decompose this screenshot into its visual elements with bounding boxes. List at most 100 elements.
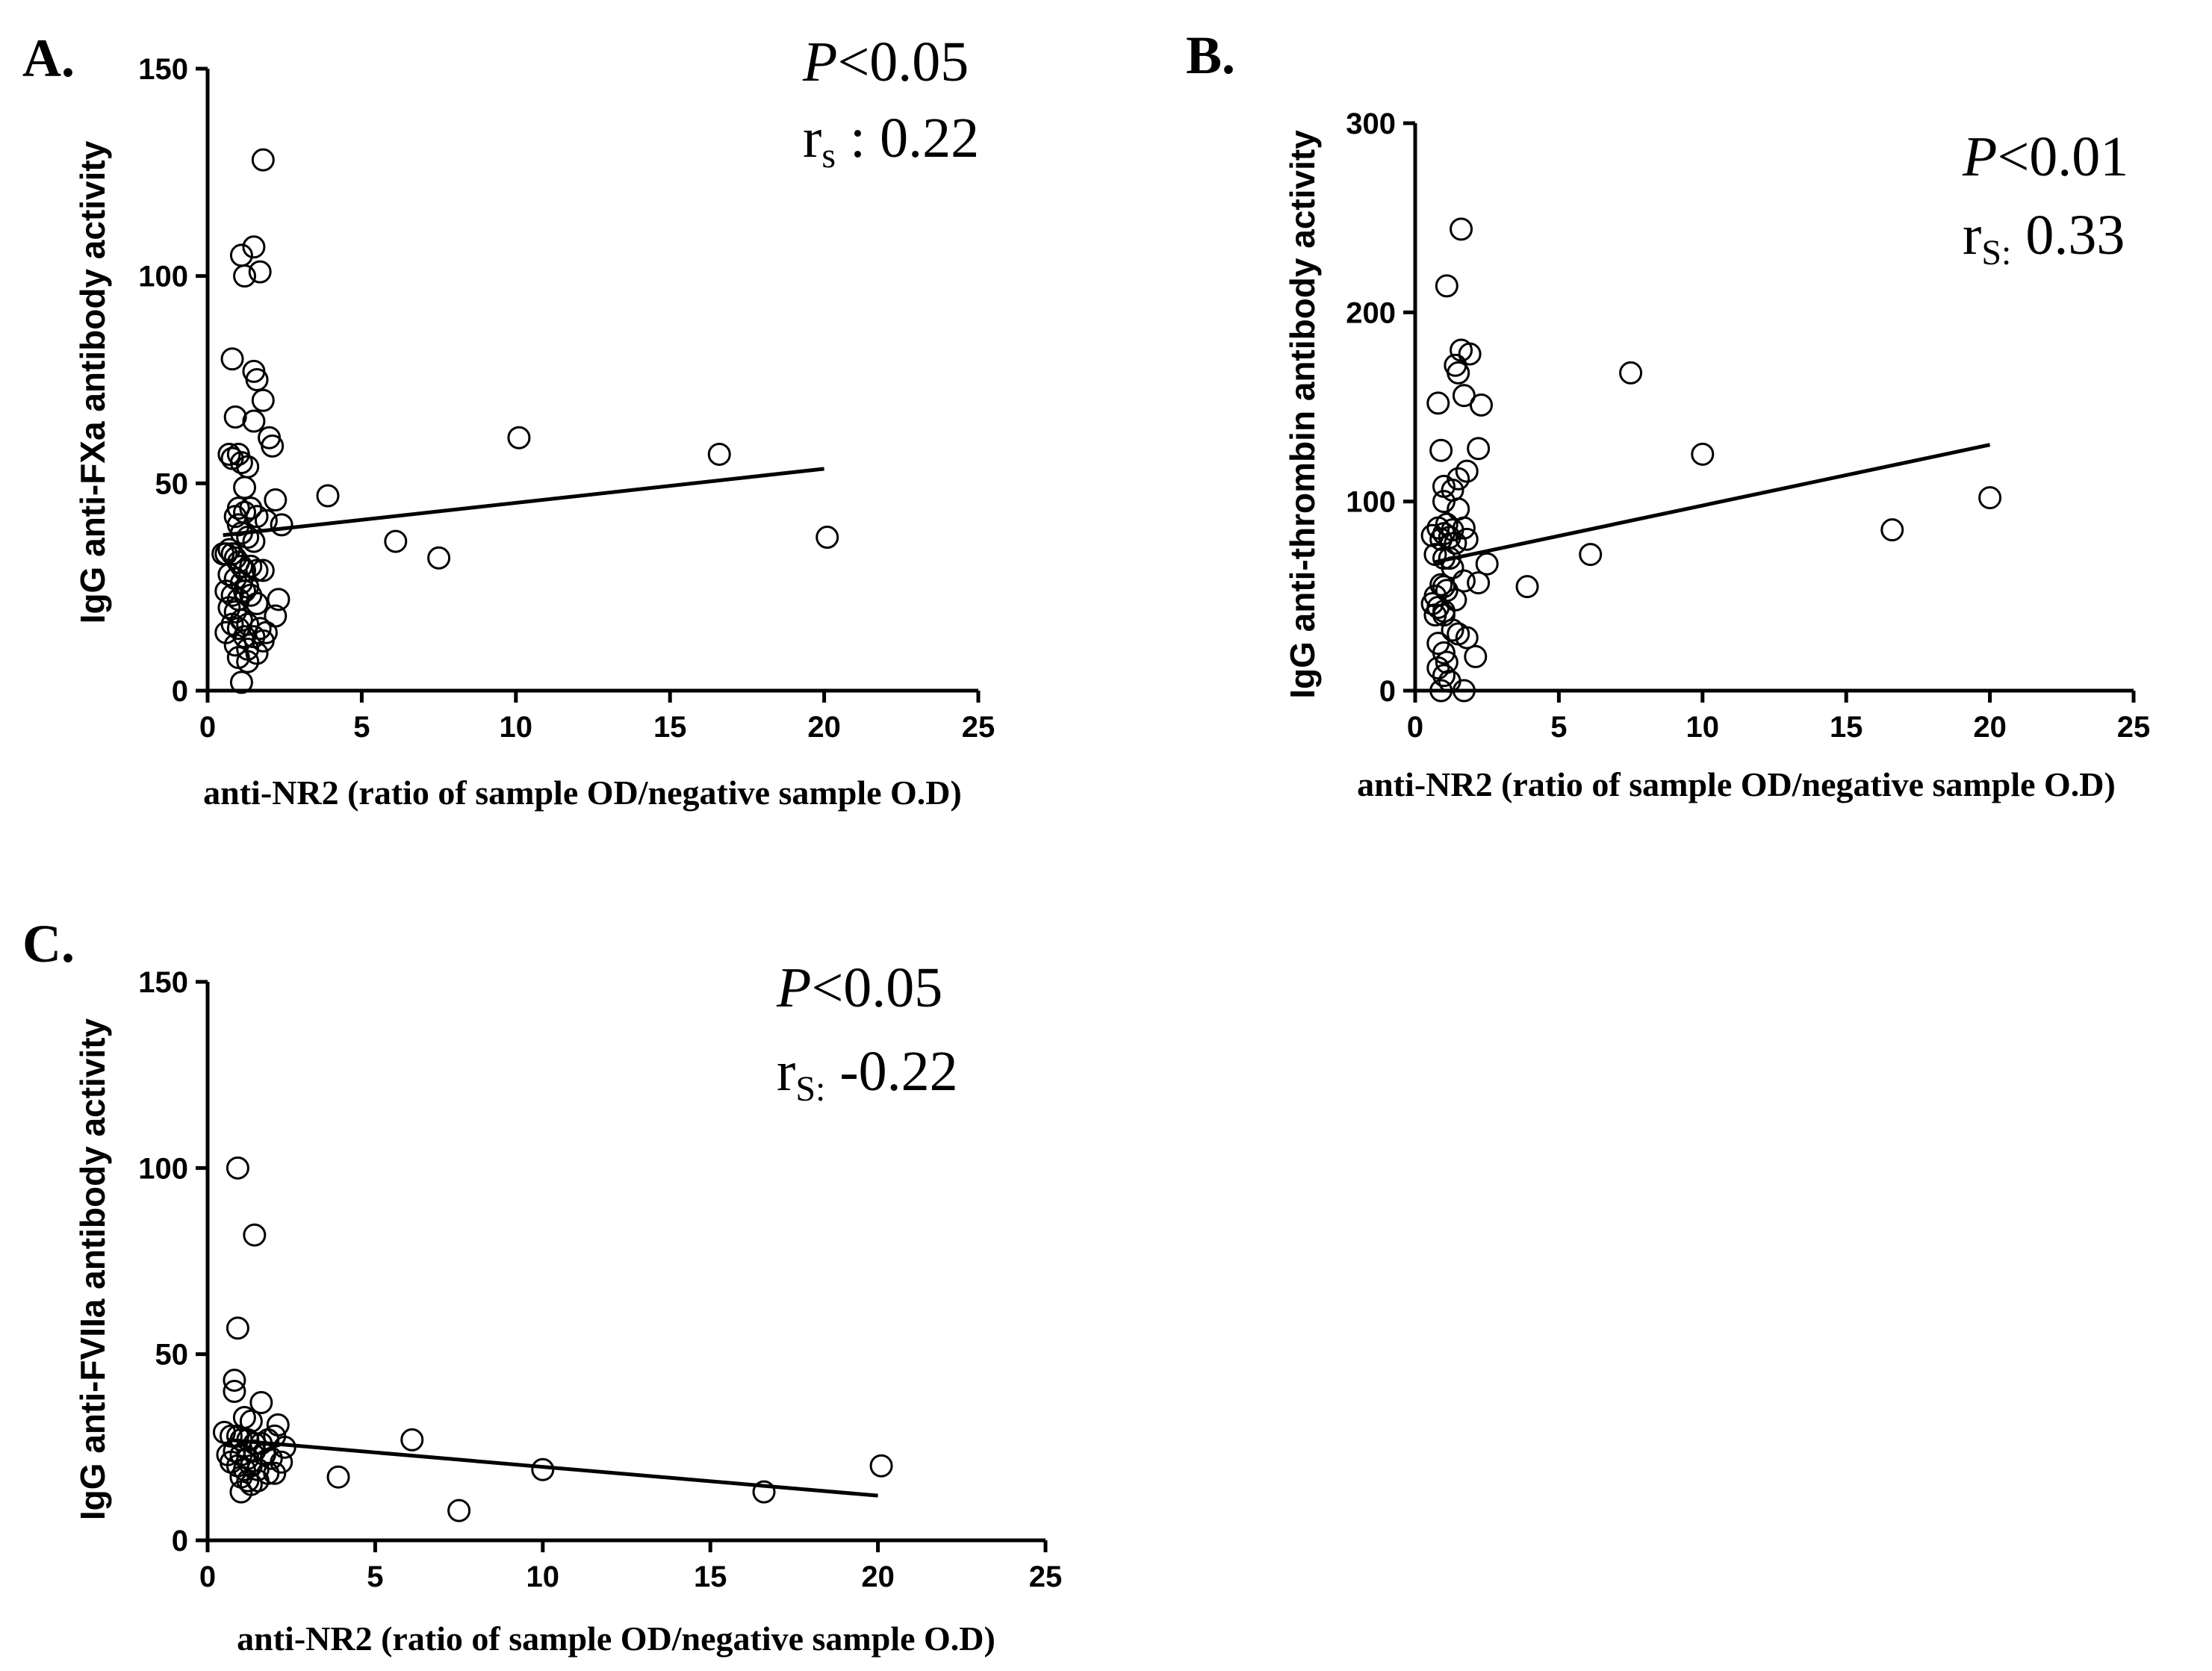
panel-a-data-point: [707, 442, 731, 466]
panel-c-y-tick-label: 50: [155, 1339, 189, 1372]
panel-a-y-tick-label: 50: [155, 467, 189, 500]
panel-c-data-point: [243, 1223, 267, 1247]
panel-b-data-point: [1429, 573, 1453, 597]
panel-b-data-point: [1978, 486, 2002, 510]
panel-a-label: A.: [22, 28, 75, 88]
panel-c-p-value: P<0.05: [776, 956, 942, 1019]
panel-a-x-tick-label: 10: [500, 711, 533, 744]
panel-b-data-point: [1455, 527, 1479, 551]
panel-c-data-point: [219, 1424, 243, 1448]
panel-a-data-point: [223, 600, 247, 623]
panel-a-x-tick-label: 20: [807, 711, 841, 744]
panel-a-data-point: [251, 558, 275, 582]
panel-b-data-point: [1432, 664, 1455, 688]
panel-b-y-tick-label: 0: [1379, 675, 1396, 708]
panel-a-data-point: [245, 368, 269, 391]
panel-a-data-point: [815, 526, 839, 550]
panel-a-x-tick-label: 15: [653, 711, 687, 744]
panel-b-data-point: [1444, 531, 1467, 555]
panel-b-data-point: [1470, 393, 1494, 417]
panel-b-data-point: [1447, 361, 1470, 385]
panel-b-y-tick-label: 300: [1346, 108, 1396, 140]
panel-a-data-point: [233, 264, 257, 288]
panel-b-data-point: [1452, 679, 1476, 703]
panel-b-data-point: [1426, 656, 1450, 680]
panel-b-x-tick-label: 15: [1830, 711, 1863, 744]
panel-c: C. P<0.05 rS: -0.22 IgG anti-FVIIa antib…: [22, 914, 1062, 1658]
panel-a-data-point: [229, 451, 253, 475]
panel-b-x-tick-label: 5: [1550, 711, 1567, 744]
panel-a-data-point: [251, 388, 275, 412]
panel-a-data-point: [507, 426, 531, 449]
panel-b-data-point: [1467, 437, 1491, 461]
panel-c-data-point: [236, 1469, 260, 1493]
panel-a-data-point: [242, 409, 266, 433]
panel-c-data-point: [229, 1480, 253, 1504]
panel-a-data-point: [267, 588, 291, 612]
panel-a: A. P<0.05 rs : 0.22 IgG anti-FXa antibod…: [22, 28, 995, 812]
panel-b-data-point: [1458, 342, 1482, 366]
panel-a-data-point: [229, 670, 253, 694]
panel-c-x-tick-label: 5: [367, 1560, 383, 1593]
panel-b-data-point: [1435, 512, 1458, 536]
panel-a-y-axis-title: IgG anti-FXa antibody activity: [73, 140, 112, 623]
panel-a-data-point: [270, 513, 293, 537]
panel-a-data-point: [261, 434, 285, 458]
panel-b-x-tick-label: 0: [1407, 711, 1423, 744]
panel-a-y-tick-label: 100: [138, 261, 188, 293]
panel-b-x-tick-label: 10: [1686, 711, 1720, 744]
panel-b-data-point: [1435, 274, 1458, 298]
panel-b-y-axis-title: IgG anti-thrombin antibody activity: [1283, 130, 1322, 699]
panel-a-data-point: [223, 633, 247, 657]
panel-b-data-point: [1691, 442, 1715, 466]
panel-b-data-point: [1452, 384, 1476, 408]
panel-a-x-tick-label: 0: [199, 711, 216, 744]
panel-c-x-tick-label: 15: [694, 1560, 727, 1593]
panel-a-data-point: [384, 529, 408, 553]
panel-a-data-point: [220, 347, 244, 371]
panel-c-data-point: [326, 1465, 350, 1489]
panel-c-y-tick-label: 0: [172, 1525, 188, 1558]
panel-a-data-point: [239, 583, 263, 607]
panel-b-data-point: [1447, 467, 1470, 491]
panel-b-data-point: [1579, 543, 1603, 567]
panel-b-data-point: [1432, 641, 1455, 665]
panel-b-data-point: [1464, 644, 1488, 668]
panel-a-y-tick-label: 0: [172, 675, 188, 708]
panel-a-data-point: [217, 442, 241, 466]
panel-c-x-tick-label: 25: [1029, 1560, 1063, 1593]
panel-b-x-tick-label: 25: [2117, 711, 2151, 744]
panel-c-x-axis-title: anti-NR2 (ratio of sample OD/negative sa…: [237, 1619, 995, 1658]
panel-b-data-point: [1426, 391, 1450, 415]
panel-a-data-point: [223, 405, 247, 429]
panel-a-p-value: P<0.05: [802, 31, 969, 93]
panel-a-data-point: [251, 148, 275, 172]
panel-b-data-point: [1880, 518, 1904, 542]
panel-a-data-point: [236, 650, 260, 673]
panel-a-x-tick-label: 25: [962, 711, 995, 744]
panel-a-data-point: [229, 521, 253, 545]
panel-b-data-point: [1467, 571, 1491, 595]
panel-b-data-point: [1441, 556, 1464, 579]
panel-a-data-point: [217, 596, 241, 620]
panel-a-data-point: [242, 235, 266, 259]
panel-b-y-tick-label: 100: [1346, 486, 1396, 519]
panel-c-data-point: [223, 1380, 246, 1404]
panel-c-x-tick-label: 10: [526, 1560, 560, 1593]
panel-b-x-axis-title: anti-NR2 (ratio of sample OD/negative sa…: [1357, 765, 2116, 803]
panel-b-data-point: [1441, 618, 1464, 642]
panel-c-y-axis-title: IgG anti-FVIIa antibody activity: [73, 1018, 112, 1520]
panel-b-x-tick-label: 20: [1973, 711, 2007, 744]
panel-b-data-point: [1619, 361, 1643, 385]
panel-b-y-tick-label: 200: [1346, 296, 1396, 329]
panel-c-data-point: [226, 1156, 249, 1180]
panel-b-p-value: P<0.01: [1962, 125, 2128, 188]
panel-b-rs-value: rS: 0.33: [1963, 204, 2125, 273]
panel-a-y-tick-label: 150: [138, 53, 188, 86]
panel-b-data-point: [1429, 438, 1453, 462]
panel-c-label: C.: [22, 914, 75, 974]
panel-a-data-point: [229, 554, 253, 578]
panel-a-data-point: [427, 546, 451, 570]
panel-a-data-point: [214, 579, 238, 603]
